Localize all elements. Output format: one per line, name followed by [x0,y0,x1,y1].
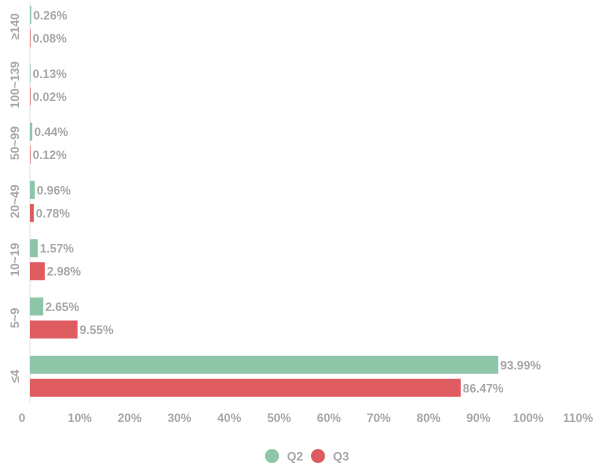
bar-q3 [30,378,461,397]
data-label: 93.99% [500,358,541,372]
x-tick-label: 90% [466,411,490,425]
category-label: 100~139 [8,61,22,108]
bar-q3 [30,203,34,222]
bar-q2 [30,180,35,199]
bar-q3 [30,87,31,106]
x-tick-label: 100% [513,411,544,425]
legend-marker-q2 [265,449,279,463]
x-tick-label: 110% [563,411,593,425]
x-tick-label: 30% [167,411,191,425]
category-label: 20~49 [8,184,22,218]
bar-q2 [30,64,31,83]
data-label: 1.57% [40,242,74,256]
legend-label-q3: Q3 [333,450,349,464]
legend-marker-q3 [311,449,325,463]
category-label: 10~19 [8,243,22,277]
chart-marks: ≥140 0.26% 0.08% 100~139 0.13% 0.02% 50~99 0.44… [8,2,593,425]
category-label: ≤4 [8,369,22,383]
x-tick-label: 50% [267,411,291,425]
bar-q2 [30,6,32,24]
bar-q3 [30,145,31,164]
x-tick-label: 40% [217,411,241,425]
x-tick-label: 70% [367,411,391,425]
x-tick-label: 10% [68,411,92,425]
category-label: ≥140 [8,13,22,40]
x-tick-label: 20% [118,411,142,425]
data-label: 0.44% [34,125,68,139]
data-label: 0.78% [36,206,70,220]
bar-q2 [30,355,499,374]
data-label: 2.98% [47,265,81,279]
bar-q2 [30,122,33,141]
data-label: 2.65% [45,300,79,314]
data-label: 0.12% [33,148,67,162]
data-label: 0.08% [33,32,67,46]
data-label: 0.13% [33,67,67,81]
x-tick-label: 80% [417,411,441,425]
bar-q3 [30,262,45,281]
category-label: 50~99 [8,126,22,160]
data-label: 0.26% [33,9,67,23]
data-label: 0.96% [37,183,71,197]
category-label: 5~9 [8,307,22,328]
data-label: 9.55% [80,323,114,337]
bar-q3 [30,29,31,47]
chart-legend: Q2 Q3 [265,449,349,464]
bar-q2 [30,297,44,316]
data-label: 86.47% [463,381,504,395]
legend-label-q2: Q2 [287,450,303,464]
data-label: 0.02% [33,90,67,104]
bar-q3 [30,320,78,339]
x-tick-label: 0 [19,411,26,425]
bar-q2 [30,239,38,258]
x-tick-label: 60% [317,411,341,425]
